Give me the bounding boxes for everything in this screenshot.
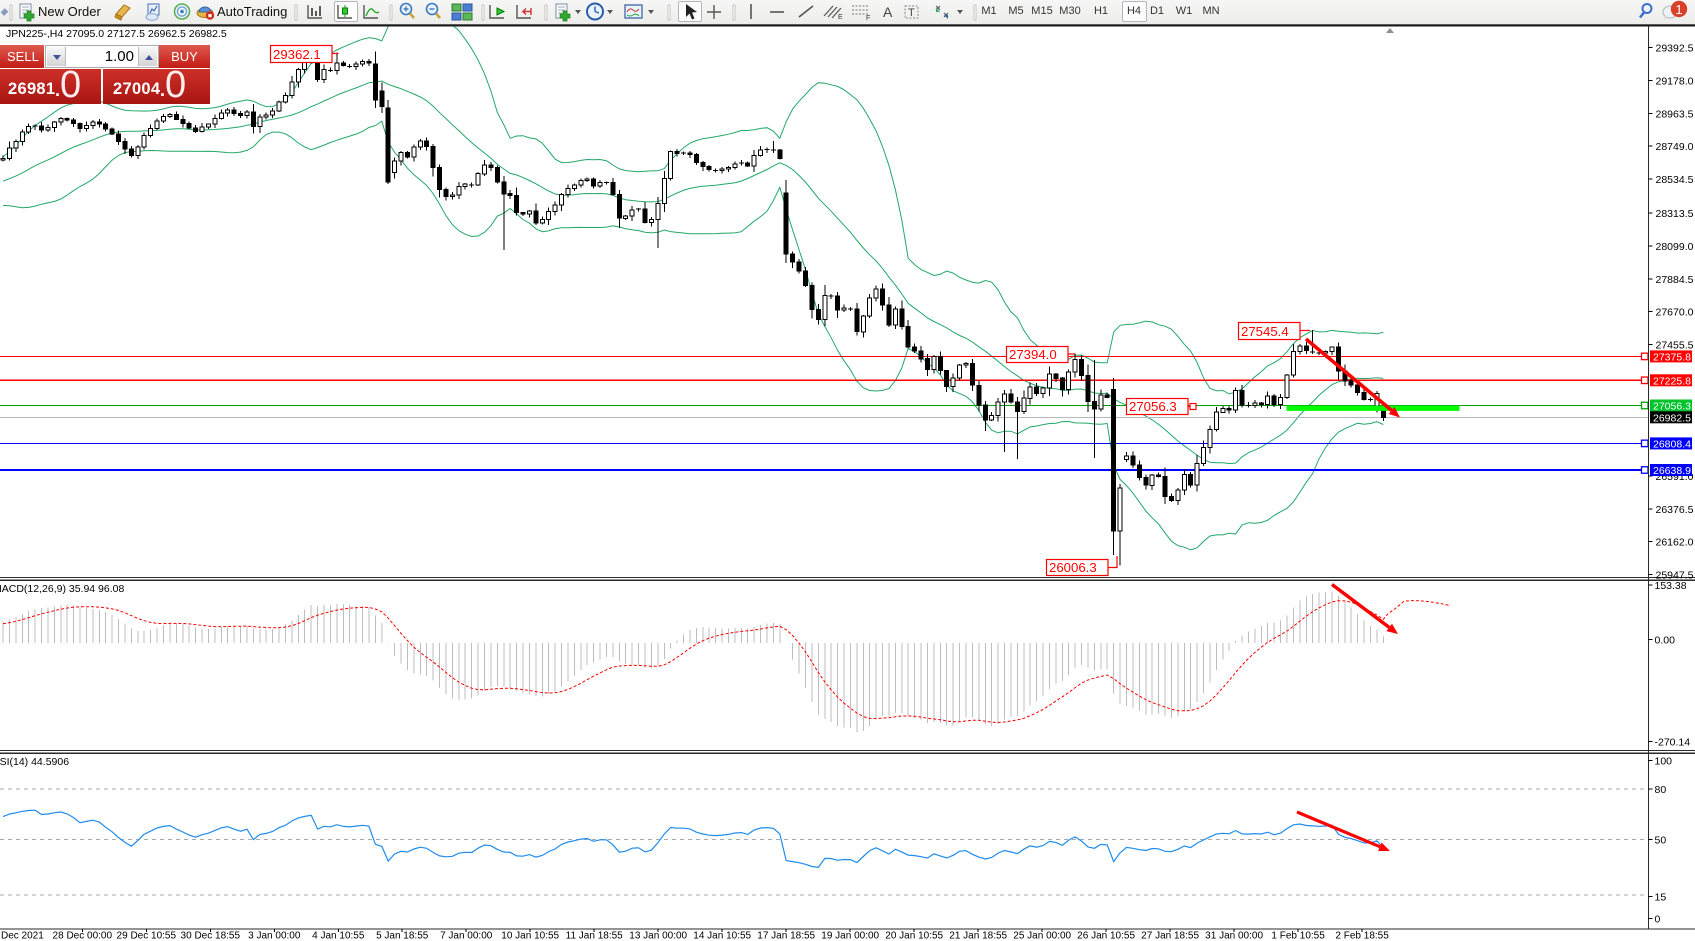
svg-text:Dec 2021: Dec 2021: [1, 931, 44, 941]
svg-text:28313.5: 28313.5: [1656, 208, 1694, 220]
svg-text:14 Jan 10:55: 14 Jan 10:55: [693, 931, 751, 941]
svg-text:29 Dec 10:55: 29 Dec 10:55: [117, 931, 177, 941]
svg-text:5 Jan 18:55: 5 Jan 18:55: [376, 931, 429, 941]
svg-text:1: 1: [1675, 2, 1682, 17]
svg-text:E: E: [838, 14, 843, 21]
svg-text:26 Jan 10:55: 26 Jan 10:55: [1077, 931, 1135, 941]
svg-text:27225.8: 27225.8: [1653, 375, 1691, 387]
svg-text:2 Feb 18:55: 2 Feb 18:55: [1335, 931, 1389, 941]
svg-text:27884.5: 27884.5: [1656, 274, 1694, 286]
svg-text:28534.5: 28534.5: [1656, 174, 1694, 186]
svg-text:28099.0: 28099.0: [1656, 241, 1694, 253]
svg-text:29178.0: 29178.0: [1656, 76, 1694, 88]
svg-text:-270.14: -270.14: [1655, 736, 1691, 748]
svg-text:0.00: 0.00: [1655, 635, 1676, 647]
svg-text:27375.8: 27375.8: [1653, 351, 1691, 363]
svg-text:RSI(14) 44.5906: RSI(14) 44.5906: [0, 756, 69, 768]
svg-text:11 Jan 18:55: 11 Jan 18:55: [566, 931, 624, 941]
svg-text:27670.0: 27670.0: [1656, 307, 1694, 319]
svg-text:26638.9: 26638.9: [1653, 465, 1691, 477]
svg-text:MACD(12,26,9) 35.94 96.08: MACD(12,26,9) 35.94 96.08: [0, 583, 124, 595]
svg-text:4 Jan 10:55: 4 Jan 10:55: [312, 931, 365, 941]
svg-text:26006.3: 26006.3: [1049, 560, 1097, 575]
svg-text:27545.4: 27545.4: [1241, 324, 1289, 339]
svg-text:T: T: [908, 7, 915, 19]
svg-text:21 Jan 18:55: 21 Jan 18:55: [949, 931, 1007, 941]
svg-text:27056.3: 27056.3: [1129, 399, 1177, 414]
svg-text:10 Jan 10:55: 10 Jan 10:55: [501, 931, 559, 941]
svg-text:1 Feb 10:55: 1 Feb 10:55: [1271, 931, 1325, 941]
svg-text:26982.5: 26982.5: [1653, 412, 1691, 424]
svg-text:25947.5: 25947.5: [1656, 569, 1694, 581]
svg-text:29362.1: 29362.1: [273, 47, 321, 62]
svg-text:25 Jan 00:00: 25 Jan 00:00: [1013, 931, 1071, 941]
svg-text:50: 50: [1655, 835, 1667, 847]
svg-text:28749.0: 28749.0: [1656, 141, 1694, 153]
svg-text:31 Jan 00:00: 31 Jan 00:00: [1205, 931, 1263, 941]
svg-text:19 Jan 00:00: 19 Jan 00:00: [821, 931, 879, 941]
svg-text:A: A: [883, 4, 893, 20]
svg-text:26162.0: 26162.0: [1656, 537, 1694, 549]
svg-text:30 Dec 18:55: 30 Dec 18:55: [181, 931, 241, 941]
svg-text:20 Jan 10:55: 20 Jan 10:55: [885, 931, 943, 941]
svg-text:80: 80: [1655, 784, 1667, 796]
svg-text:7 Jan 00:00: 7 Jan 00:00: [440, 931, 493, 941]
svg-text:27 Jan 18:55: 27 Jan 18:55: [1141, 931, 1199, 941]
svg-text:28 Dec 00:00: 28 Dec 00:00: [53, 931, 113, 941]
svg-text:100: 100: [1655, 756, 1673, 768]
svg-text:13 Jan 00:00: 13 Jan 00:00: [629, 931, 687, 941]
svg-text:26808.4: 26808.4: [1653, 438, 1691, 450]
svg-text:3 Jan 00:00: 3 Jan 00:00: [248, 931, 301, 941]
svg-text:29392.5: 29392.5: [1656, 43, 1694, 55]
svg-text:F: F: [866, 15, 870, 22]
svg-text:27056.3: 27056.3: [1653, 401, 1691, 413]
svg-text:0: 0: [1655, 914, 1661, 926]
svg-text:26376.5: 26376.5: [1656, 504, 1694, 516]
svg-text:28963.5: 28963.5: [1656, 108, 1694, 120]
svg-text:27455.5: 27455.5: [1656, 339, 1694, 351]
svg-text:153.38: 153.38: [1655, 580, 1687, 592]
svg-text:27394.0: 27394.0: [1009, 347, 1057, 362]
svg-text:JPN225-,H4 27095.0 27127.5 26: JPN225-,H4 27095.0 27127.5 26962.5 26982…: [6, 28, 227, 40]
svg-text:17 Jan 18:55: 17 Jan 18:55: [757, 931, 815, 941]
svg-text:15: 15: [1655, 892, 1667, 904]
